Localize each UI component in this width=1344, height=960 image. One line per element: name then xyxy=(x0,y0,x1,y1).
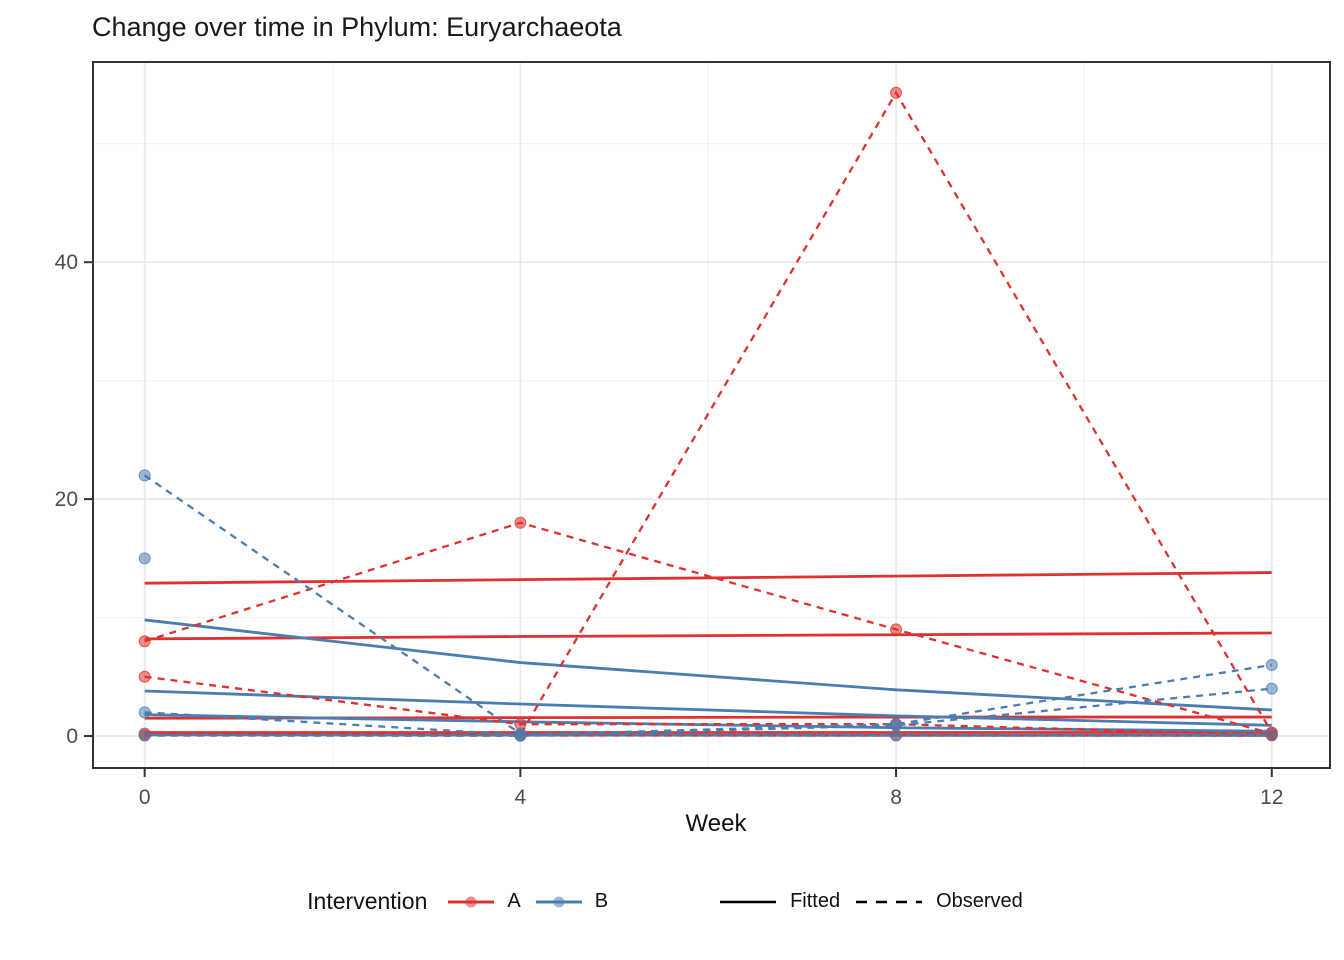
legend-label-group-b: B xyxy=(594,890,609,912)
observed-line-key-icon xyxy=(856,900,923,903)
data-point-observed-A-1-week-8 xyxy=(890,623,903,636)
group-a-key-icon xyxy=(448,896,495,907)
x-axis-title-text: Week xyxy=(685,810,747,837)
data-point-observed-A-1-week-0 xyxy=(138,635,151,648)
data-point-observed-B-3-week-0 xyxy=(138,706,151,719)
series-line-observed-A-3 xyxy=(144,90,1273,736)
legend: Intervention A B Fitted xyxy=(0,888,1344,915)
observed-points xyxy=(138,86,1278,742)
group-b-key-icon xyxy=(535,896,582,907)
x-tick-label-8: 8 xyxy=(890,786,902,809)
data-point-observed-A-2-week-0 xyxy=(138,670,151,683)
series-lines xyxy=(144,90,1273,737)
legend-label-group-a: A xyxy=(507,890,521,912)
y-tick-label-40: 40 xyxy=(55,251,78,274)
y-tick-label-0: 0 xyxy=(66,725,78,748)
data-point-observed-B-4-week-0 xyxy=(138,729,151,742)
data-point-observed-B-1-week-0 xyxy=(138,469,151,482)
series-line-fitted-B-1 xyxy=(144,618,1272,712)
x-tick-label-4: 4 xyxy=(515,786,527,809)
series-line-fitted-A-2 xyxy=(144,631,1272,641)
plot-panel: 0 4 8 12 0 20 40 xyxy=(55,61,1331,809)
fitted-line-key-icon xyxy=(720,900,777,903)
legend-item-fitted: Fitted xyxy=(718,890,840,913)
data-point-observed-B-4-week-4 xyxy=(514,729,527,742)
x-tick-label-12: 12 xyxy=(1260,786,1283,809)
y-tick-label-20: 20 xyxy=(55,488,78,511)
legend-title: Intervention xyxy=(307,888,428,914)
legend-label-fitted: Fitted xyxy=(790,890,841,912)
data-point-observed-A-1-week-4 xyxy=(514,516,527,529)
gridlines-minor xyxy=(93,62,1330,768)
series-line-fitted-B-2 xyxy=(144,689,1272,727)
data-point-observed-B-3-week-12 xyxy=(1265,658,1278,671)
legend-item-group-a: A xyxy=(447,890,521,913)
data-point-observed-B-4-week-8 xyxy=(890,719,903,732)
data-point-observed-B-1-week-8 xyxy=(890,729,903,742)
data-point-observed-B-2-week-0 xyxy=(138,552,151,565)
x-axis-title: Week xyxy=(0,810,1344,838)
legend-item-group-b: B xyxy=(535,890,608,913)
series-line-observed-A-1 xyxy=(144,521,1273,735)
data-point-observed-B-1-week-12 xyxy=(1265,728,1278,741)
series-line-observed-B-1 xyxy=(144,474,1272,737)
x-tick-label-0: 0 xyxy=(139,786,151,809)
data-point-observed-B-4-week-12 xyxy=(1265,682,1278,695)
panel-background xyxy=(93,62,1330,768)
legend-item-observed: Observed xyxy=(854,890,1023,913)
series-line-observed-A-2 xyxy=(144,675,1272,736)
data-point-observed-A-3-week-8 xyxy=(890,86,903,99)
chart-title: Change over time in Phylum: Euryarchaeot… xyxy=(92,12,622,42)
series-line-observed-B-4 xyxy=(144,687,1272,737)
panel-border xyxy=(92,61,1331,769)
legend-label-observed: Observed xyxy=(936,890,1023,912)
axis-ticks: 0 4 8 12 0 20 40 xyxy=(55,251,1284,809)
